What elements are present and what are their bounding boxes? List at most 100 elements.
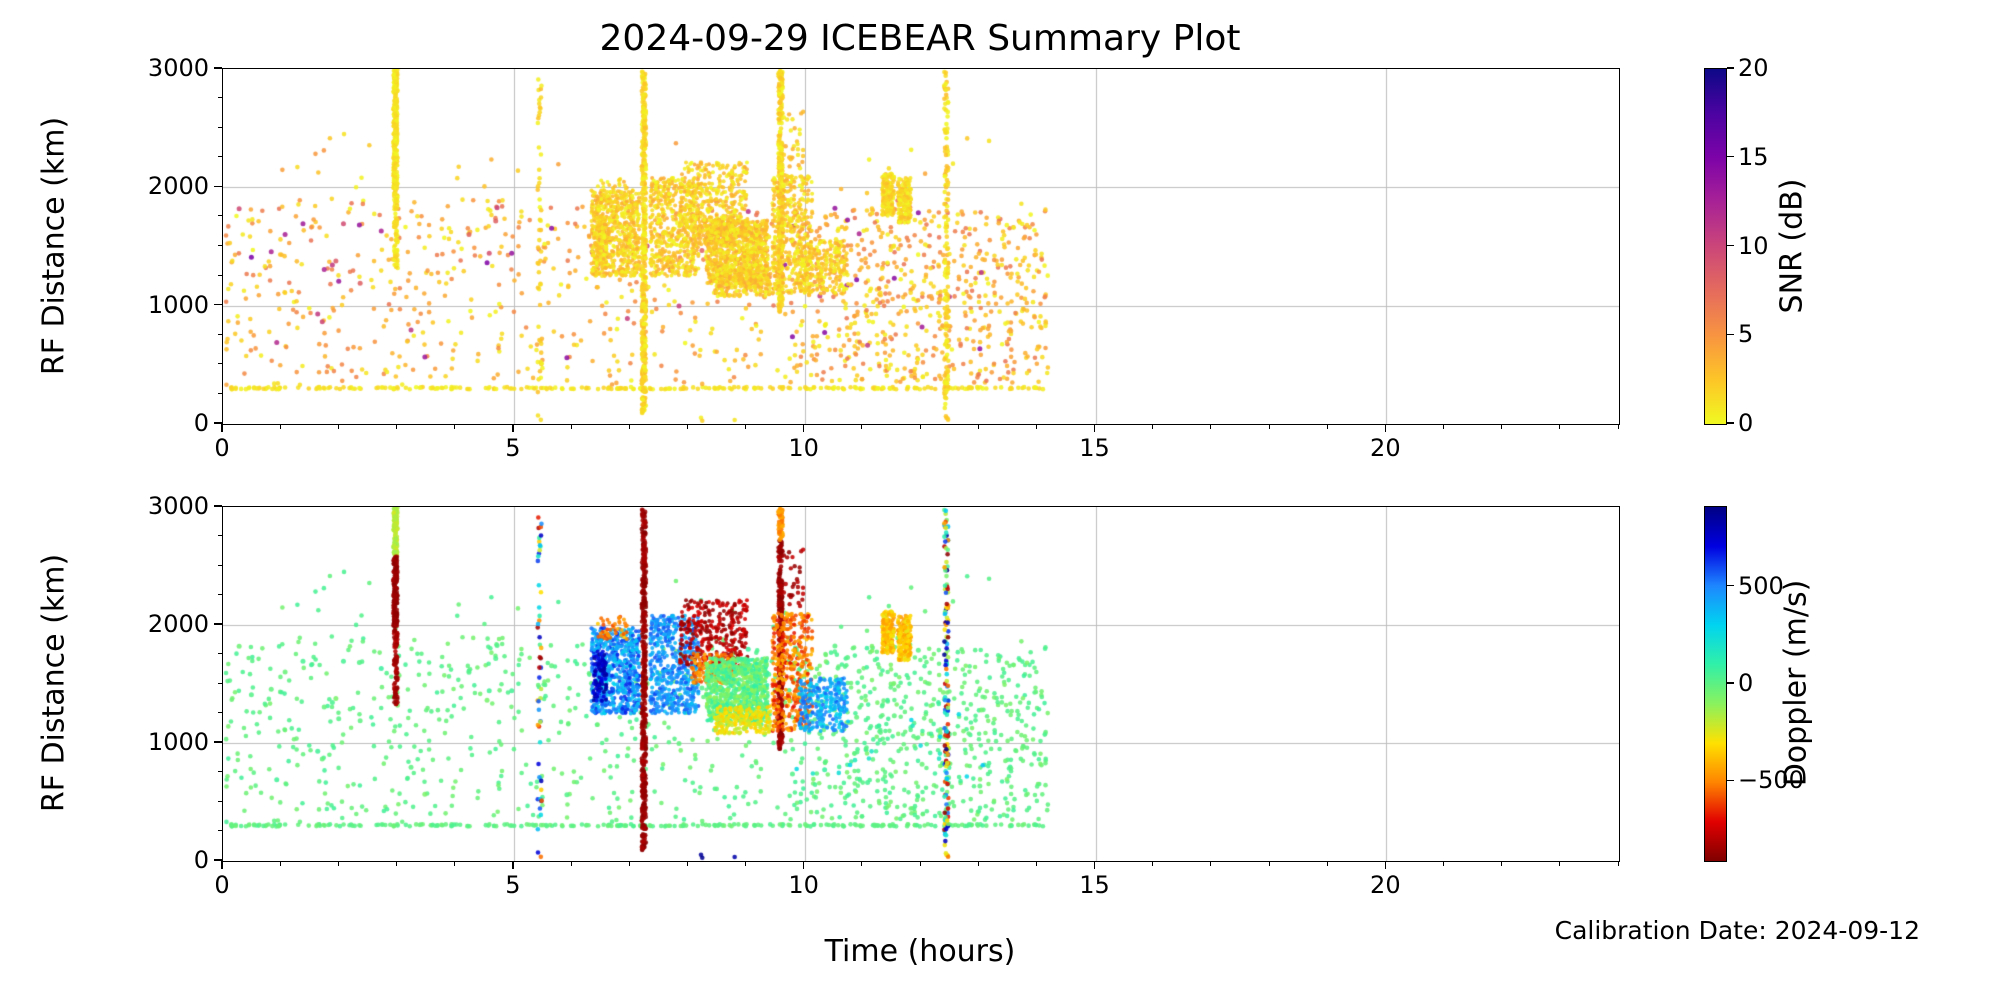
y-minor-tick-mark (217, 653, 222, 654)
x-minor-tick-mark (686, 424, 688, 429)
colorbar-tick-label: 5 (1738, 320, 1754, 349)
x-minor-tick-mark (1501, 861, 1503, 866)
x-minor-tick-mark (977, 424, 979, 429)
colorbar-tick-label: 10 (1738, 231, 1769, 260)
doppler-colorbar-label: Doppler (m/s) (1778, 579, 1814, 787)
y-minor-tick-mark (217, 274, 222, 276)
x-tick-label: 20 (1370, 434, 1401, 462)
y-tick-label: 0 (193, 846, 209, 874)
x-minor-tick-mark (279, 861, 281, 866)
x-axis-label: Time (hours) (824, 934, 1016, 969)
snr-scatter-panel (222, 68, 1620, 425)
colorbar-tick-mark (1727, 585, 1734, 587)
x-minor-tick-mark (919, 861, 921, 866)
snr-colorbar-label: SNR (dB) (1774, 178, 1810, 313)
x-tick-label: 5 (505, 434, 521, 462)
x-minor-tick-mark (1326, 861, 1328, 866)
x-minor-tick-mark (1559, 861, 1561, 866)
y-axis-label-bottom: RF Distance (km) (36, 553, 72, 813)
colorbar-tick-mark (1727, 244, 1734, 247)
colorbar-tick-label: 500 (1738, 571, 1784, 600)
x-minor-tick-mark (745, 861, 746, 866)
x-minor-tick-mark (745, 424, 746, 429)
y-tick-label: 2000 (147, 172, 209, 201)
y-minor-tick-mark (217, 564, 222, 566)
y-major-tick-mark (214, 505, 222, 507)
colorbar-tick-mark (1727, 67, 1734, 69)
y-tick-label: 3000 (147, 54, 209, 82)
y-minor-tick-mark (217, 594, 222, 595)
x-tick-label: 0 (214, 871, 230, 899)
x-major-tick-mark (1093, 861, 1096, 869)
x-minor-tick-mark (279, 424, 281, 429)
x-minor-tick-mark (1268, 424, 1270, 429)
colorbar-tick-mark (1727, 333, 1734, 335)
x-minor-tick-mark (1617, 861, 1619, 866)
x-major-tick-mark (512, 861, 514, 869)
y-major-tick-mark (214, 859, 222, 861)
y-minor-tick-mark (217, 156, 222, 158)
x-minor-tick-mark (570, 424, 572, 429)
doppler-colorbar (1704, 506, 1727, 862)
x-tick-label: 15 (1079, 871, 1110, 899)
x-major-tick-mark (802, 424, 805, 432)
x-minor-tick-mark (1617, 424, 1619, 429)
x-minor-tick-mark (977, 861, 979, 866)
y-tick-label: 3000 (147, 492, 209, 520)
y-minor-tick-mark (217, 682, 222, 684)
y-major-tick-mark (214, 623, 222, 625)
x-major-tick-mark (1384, 424, 1387, 432)
y-minor-tick-mark (217, 392, 222, 394)
colorbar-tick-mark (1727, 156, 1734, 158)
colorbar-tick-mark (1727, 682, 1734, 684)
x-tick-label: 10 (788, 871, 819, 899)
y-axis-label-top: RF Distance (km) (36, 116, 72, 375)
x-minor-tick-mark (1152, 861, 1154, 866)
x-minor-tick-mark (570, 861, 572, 866)
y-minor-tick-mark (217, 245, 222, 246)
snr-scatter-canvas (223, 69, 1619, 424)
y-tick-label: 0 (193, 409, 209, 437)
x-tick-label: 15 (1079, 434, 1110, 462)
x-minor-tick-mark (1210, 424, 1212, 429)
x-minor-tick-mark (1152, 424, 1154, 429)
colorbar-tick-label: −500 (1738, 766, 1804, 795)
y-major-tick-mark (214, 67, 222, 69)
calibration-date-annotation: Calibration Date: 2024-09-12 (1554, 916, 1920, 945)
y-major-tick-mark (214, 741, 222, 743)
snr-colorbar (1704, 68, 1727, 425)
colorbar-tick-label: 0 (1738, 409, 1754, 437)
y-minor-tick-mark (217, 363, 222, 365)
y-major-tick-mark (214, 303, 222, 306)
colorbar-tick-mark (1727, 422, 1734, 424)
y-minor-tick-mark (217, 830, 222, 831)
x-minor-tick-mark (337, 861, 339, 866)
y-minor-tick-mark (217, 712, 222, 713)
x-minor-tick-mark (454, 861, 456, 866)
y-minor-tick-mark (217, 535, 222, 536)
y-tick-label: 2000 (147, 610, 209, 638)
x-minor-tick-mark (454, 424, 456, 429)
x-tick-label: 0 (214, 434, 230, 462)
x-tick-label: 10 (788, 434, 819, 462)
colorbar-tick-label: 20 (1738, 54, 1769, 82)
y-major-tick-mark (214, 422, 222, 424)
x-tick-label: 5 (505, 871, 521, 899)
x-minor-tick-mark (1443, 861, 1444, 866)
x-major-tick-mark (802, 861, 805, 869)
doppler-scatter-canvas (223, 507, 1619, 861)
x-minor-tick-mark (396, 424, 397, 429)
x-minor-tick-mark (628, 861, 630, 866)
y-minor-tick-mark (217, 126, 222, 128)
x-minor-tick-mark (919, 424, 921, 429)
x-minor-tick-mark (1210, 861, 1212, 866)
y-tick-label: 1000 (147, 728, 209, 756)
x-minor-tick-mark (337, 424, 339, 429)
x-minor-tick-mark (1268, 861, 1270, 866)
x-tick-label: 20 (1370, 871, 1401, 899)
x-minor-tick-mark (861, 861, 863, 866)
y-minor-tick-mark (217, 771, 222, 772)
colorbar-tick-mark (1727, 779, 1734, 781)
x-minor-tick-mark (861, 424, 863, 429)
x-major-tick-mark (221, 424, 223, 432)
